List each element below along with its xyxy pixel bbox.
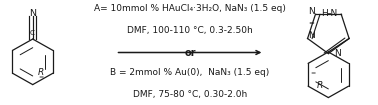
Text: N: N bbox=[308, 7, 315, 16]
Text: DMF, 100-110 °C, 0.3-2.50h: DMF, 100-110 °C, 0.3-2.50h bbox=[127, 26, 253, 35]
Text: N: N bbox=[308, 31, 315, 40]
Text: H: H bbox=[321, 9, 328, 18]
Text: R: R bbox=[37, 68, 43, 77]
Text: N: N bbox=[29, 9, 36, 18]
Text: B = 2mmol % Au(0),  NaN₃ (1.5 eq): B = 2mmol % Au(0), NaN₃ (1.5 eq) bbox=[110, 68, 270, 77]
Text: N: N bbox=[335, 49, 341, 58]
Text: =: = bbox=[308, 20, 314, 26]
Text: or: or bbox=[184, 47, 196, 58]
Text: –N: –N bbox=[327, 9, 338, 18]
Text: A= 10mmol % HAuCl₄·3H₂O, NaN₃ (1.5 eq): A= 10mmol % HAuCl₄·3H₂O, NaN₃ (1.5 eq) bbox=[94, 4, 286, 13]
Text: DMF, 75-80 °C, 0.30-2.0h: DMF, 75-80 °C, 0.30-2.0h bbox=[133, 90, 247, 99]
Text: =: = bbox=[310, 71, 315, 76]
Text: C: C bbox=[30, 30, 35, 36]
Text: =: = bbox=[38, 75, 43, 80]
Text: R: R bbox=[316, 81, 323, 90]
